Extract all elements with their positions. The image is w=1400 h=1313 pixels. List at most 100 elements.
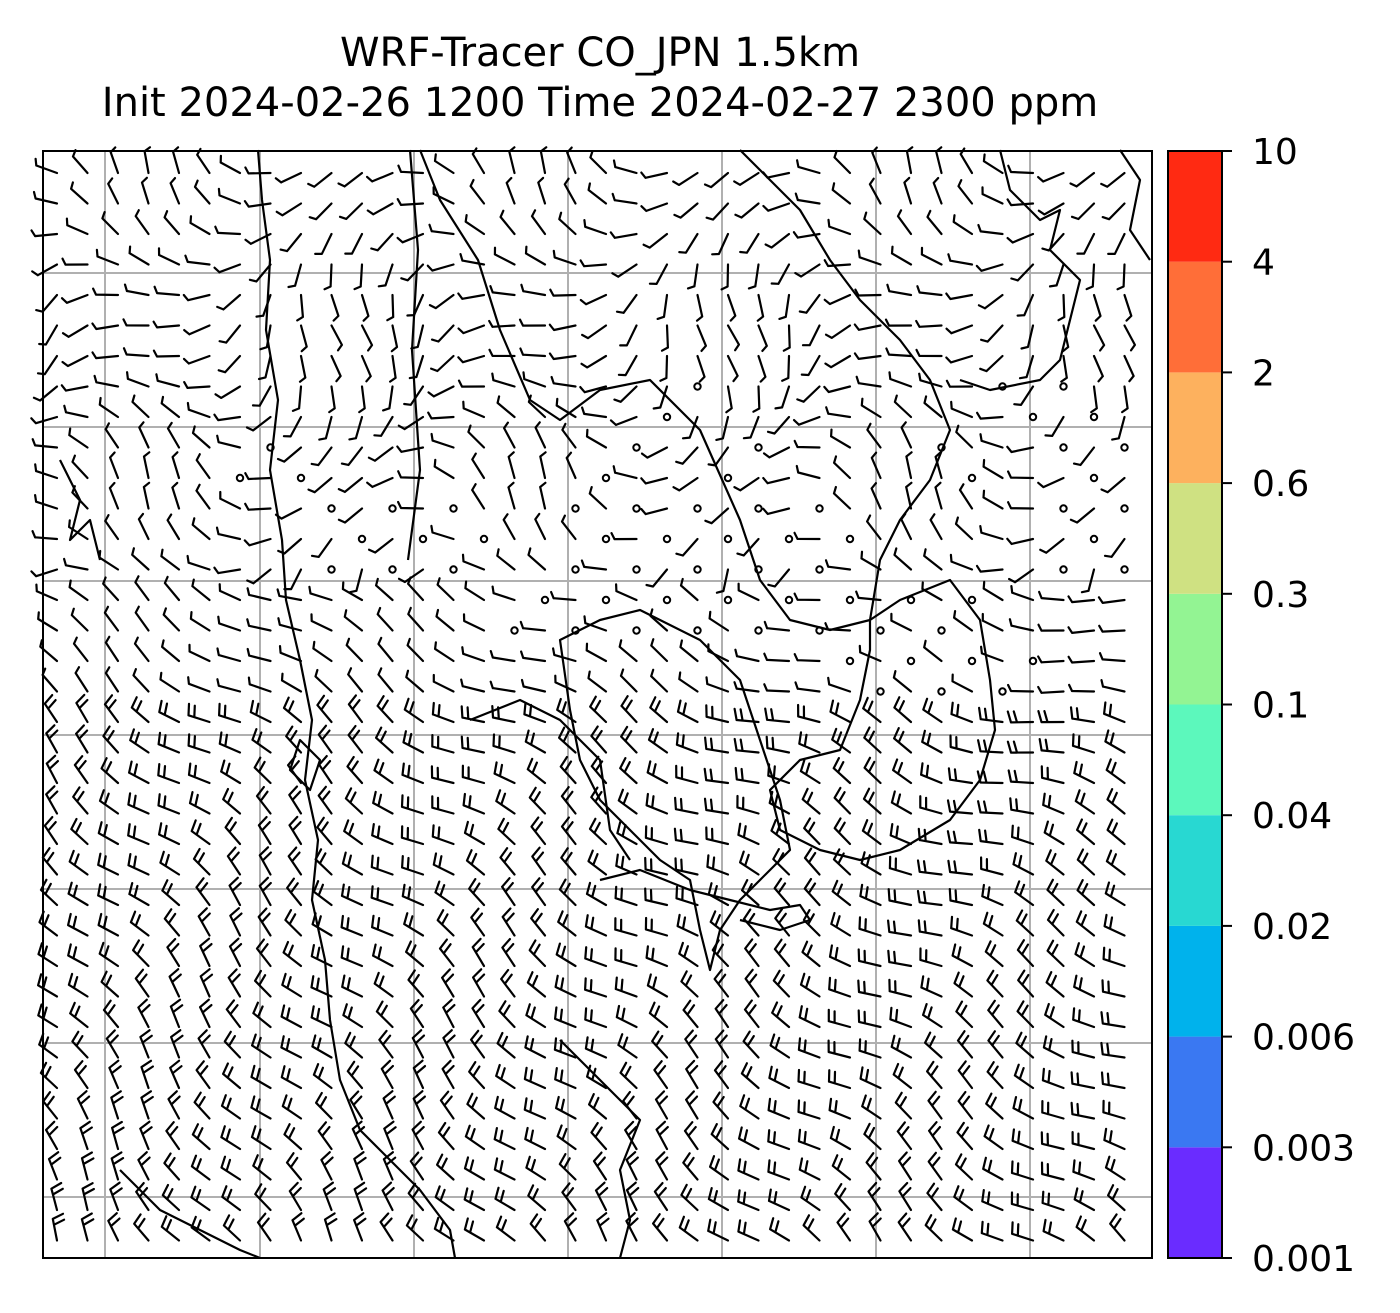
wind-barb bbox=[95, 248, 120, 266]
wind-barb bbox=[81, 1182, 95, 1212]
calm-marker bbox=[754, 504, 763, 513]
wind-barb bbox=[978, 706, 1004, 724]
wind-barb bbox=[161, 879, 181, 907]
wind-barb bbox=[725, 385, 733, 414]
wind-barb bbox=[1006, 198, 1035, 207]
wind-barb bbox=[707, 882, 730, 907]
wind-barb bbox=[460, 705, 486, 724]
calm-marker bbox=[601, 595, 611, 605]
wind-barb bbox=[341, 974, 364, 998]
wind-barb bbox=[956, 1121, 974, 1151]
wind-barb bbox=[583, 219, 608, 236]
wind-barb bbox=[885, 347, 913, 358]
wind-barb bbox=[191, 425, 211, 449]
wind-barb bbox=[1101, 979, 1126, 998]
wind-barb bbox=[590, 755, 608, 785]
wind-barb bbox=[726, 293, 737, 322]
wind-barb bbox=[195, 877, 211, 907]
wind-barb bbox=[888, 978, 913, 998]
wind-barb bbox=[584, 1036, 608, 1059]
wind-barb bbox=[782, 324, 791, 352]
wind-barb bbox=[984, 940, 1004, 968]
wind-barb bbox=[709, 1155, 730, 1181]
wind-barb bbox=[298, 354, 307, 383]
wind-barb bbox=[498, 1000, 516, 1029]
wind-barb bbox=[824, 324, 852, 339]
wind-barb bbox=[254, 969, 272, 998]
wind-barb bbox=[982, 458, 1004, 480]
wind-barb bbox=[951, 673, 974, 693]
wind-barb bbox=[169, 1059, 183, 1090]
wind-barb bbox=[707, 1218, 730, 1242]
wind-barb bbox=[135, 1182, 150, 1212]
wind-barb bbox=[470, 1029, 486, 1059]
wind-barb bbox=[291, 385, 303, 412]
wind-barb bbox=[246, 647, 272, 663]
wind-barb bbox=[368, 537, 394, 554]
wind-barb bbox=[103, 694, 120, 724]
wind-barb bbox=[557, 910, 577, 937]
wind-barb bbox=[675, 537, 699, 557]
wind-barb bbox=[827, 218, 852, 236]
wind-barb bbox=[778, 293, 791, 320]
wind-barb bbox=[310, 613, 333, 632]
wind-barb bbox=[162, 607, 181, 632]
wind-barb bbox=[609, 415, 638, 426]
wind-barb bbox=[705, 676, 730, 693]
wind-barb bbox=[524, 245, 547, 266]
wind-barb bbox=[347, 667, 364, 693]
wind-barb bbox=[744, 968, 760, 998]
colorbar-tick-label: 0.001 bbox=[1252, 1239, 1355, 1280]
wind-barb bbox=[1073, 1187, 1096, 1212]
wind-barb bbox=[63, 404, 89, 419]
wind-barb bbox=[1007, 501, 1035, 510]
wind-barb bbox=[30, 415, 59, 425]
wind-barb bbox=[980, 856, 1004, 876]
wind-barb bbox=[561, 422, 577, 449]
wind-barb bbox=[950, 701, 974, 724]
wind-barb bbox=[400, 825, 425, 846]
wind-barb bbox=[367, 446, 394, 462]
wind-barb bbox=[1075, 1215, 1096, 1242]
wind-barb bbox=[34, 494, 59, 510]
wind-barb bbox=[744, 938, 760, 968]
wind-barb bbox=[1014, 880, 1035, 907]
wind-barb bbox=[401, 883, 425, 907]
wind-barb bbox=[214, 225, 242, 236]
wind-barb bbox=[152, 349, 181, 358]
wind-barb bbox=[376, 606, 394, 632]
wind-barb bbox=[165, 1121, 181, 1151]
wind-barb bbox=[1107, 1184, 1126, 1212]
wind-barb bbox=[552, 647, 577, 663]
calm-wind-markers bbox=[235, 382, 1129, 696]
wind-barb bbox=[741, 879, 760, 907]
colorbar-bin bbox=[1168, 483, 1222, 594]
wind-barb bbox=[953, 971, 974, 998]
wind-barb bbox=[715, 415, 730, 441]
wind-barb bbox=[500, 968, 516, 998]
wind-barb bbox=[462, 613, 486, 632]
wind-barb bbox=[920, 246, 943, 266]
wind-barb bbox=[68, 427, 89, 449]
wind-barb bbox=[614, 976, 638, 998]
wind-barb bbox=[492, 733, 516, 754]
wind-barb bbox=[560, 786, 577, 815]
wind-barb bbox=[1061, 324, 1070, 353]
wind-barb bbox=[921, 729, 943, 754]
wind-barb bbox=[867, 1181, 882, 1212]
wind-barb bbox=[561, 1182, 577, 1212]
wind-barb bbox=[243, 537, 272, 547]
wind-barb bbox=[402, 730, 425, 754]
wind-barb bbox=[373, 415, 394, 437]
wind-barb bbox=[707, 446, 730, 467]
calm-marker bbox=[967, 473, 977, 483]
wind-barb bbox=[98, 789, 120, 815]
wind-barb bbox=[340, 883, 364, 907]
wind-barb bbox=[773, 877, 791, 907]
wind-barb bbox=[833, 455, 852, 480]
wind-barb bbox=[947, 253, 974, 266]
wind-barb bbox=[526, 971, 547, 998]
wind-barb bbox=[674, 857, 699, 876]
wind-barb bbox=[523, 1066, 547, 1090]
wind-barb bbox=[640, 507, 669, 516]
